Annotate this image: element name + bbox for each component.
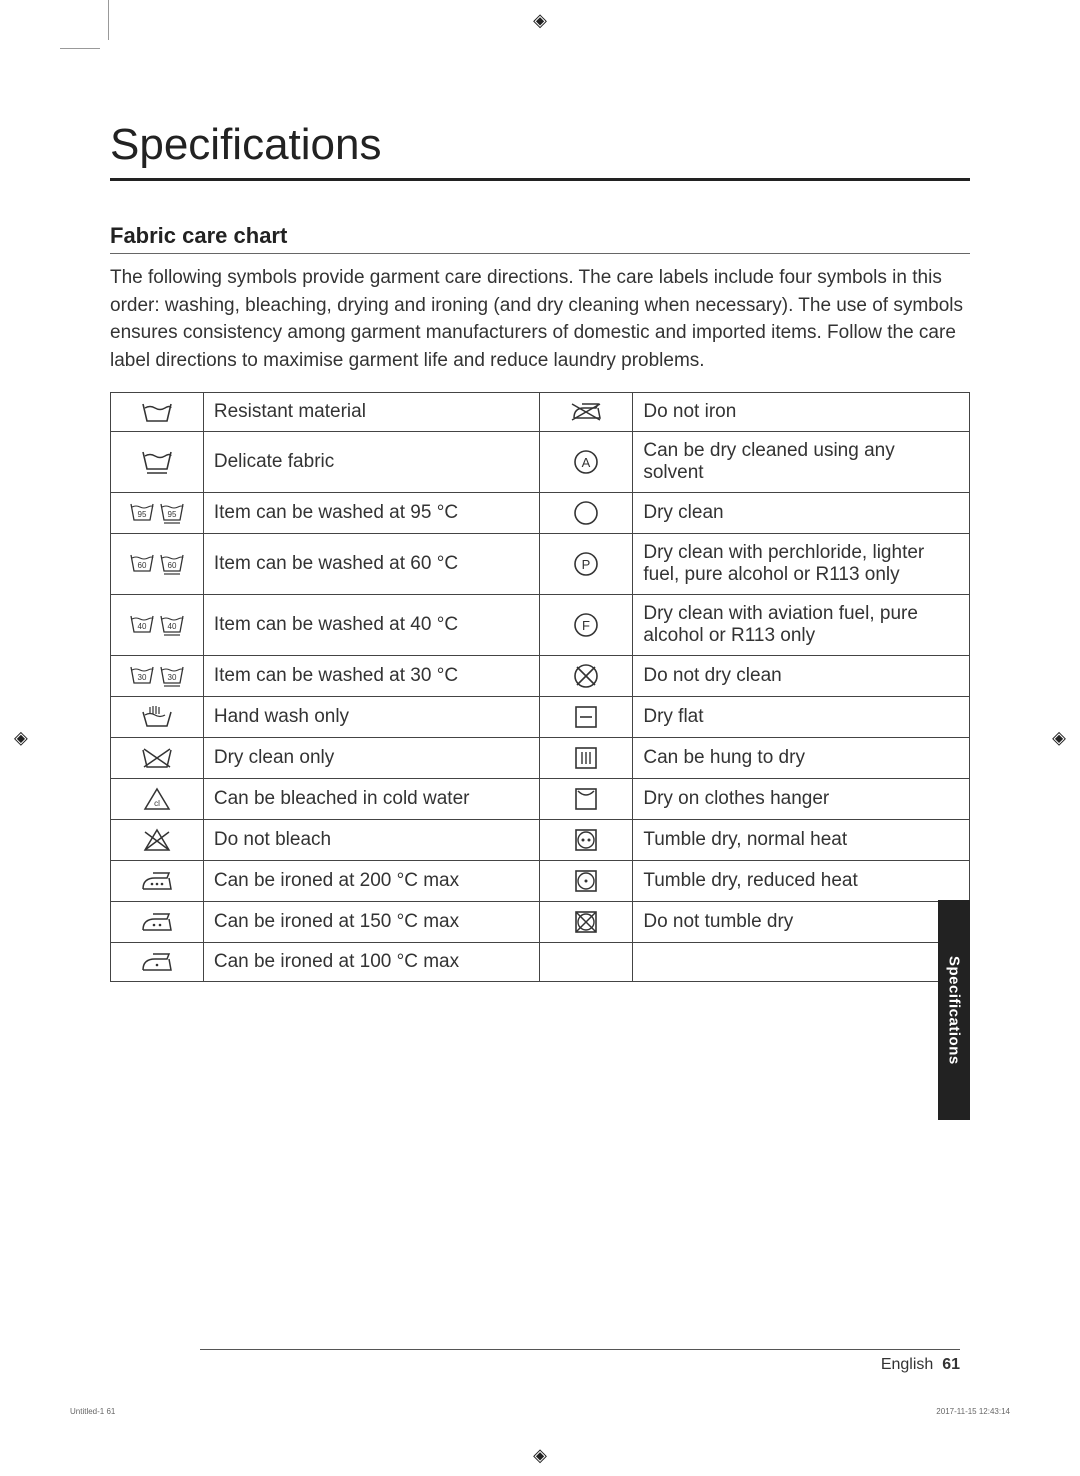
table-row: 30 30 Item can be washed at 30 °C Do not… (111, 656, 970, 697)
dryclean-any-solvent-icon: A (540, 432, 633, 493)
desc-cell: Can be ironed at 100 °C max (203, 943, 540, 982)
desc-cell: Can be ironed at 150 °C max (203, 902, 540, 943)
hand-wash-icon (111, 697, 204, 738)
desc-cell: Can be bleached in cold water (203, 779, 540, 820)
dryclean-p-icon: P (540, 534, 633, 595)
desc-cell: Item can be washed at 60 °C (203, 534, 540, 595)
do-not-iron-icon (540, 393, 633, 432)
fabric-care-table: Resistant material Do not iron Delicate … (110, 392, 970, 982)
desc-cell: Dry flat (633, 697, 970, 738)
desc-cell: Dry clean only (203, 738, 540, 779)
page-title: Specifications (110, 120, 970, 181)
table-row: Hand wash only Dry flat (111, 697, 970, 738)
table-row: Delicate fabric A Can be dry cleaned usi… (111, 432, 970, 493)
svg-text:95: 95 (167, 510, 176, 519)
desc-cell: Can be dry cleaned using any solvent (633, 432, 970, 493)
wash-40-icon: 40 40 (111, 595, 204, 656)
crop-mark-left-icon: ◈ (14, 728, 28, 749)
wash-30-icon: 30 30 (111, 656, 204, 697)
desc-cell: Dry clean with perchloride, lighter fuel… (633, 534, 970, 595)
svg-text:cl: cl (154, 799, 160, 808)
do-not-bleach-icon (111, 820, 204, 861)
svg-text:30: 30 (167, 673, 176, 682)
svg-text:F: F (582, 618, 590, 633)
desc-cell: Do not bleach (203, 820, 540, 861)
desc-cell (633, 943, 970, 982)
svg-text:95: 95 (137, 510, 146, 519)
intro-paragraph: The following symbols provide garment ca… (110, 264, 970, 374)
desc-cell: Do not iron (633, 393, 970, 432)
table-row: Dry clean only Can be hung to dry (111, 738, 970, 779)
svg-text:A: A (582, 455, 591, 470)
bleach-cold-icon: cl (111, 779, 204, 820)
desc-cell: Item can be washed at 30 °C (203, 656, 540, 697)
crop-mark-bottom-icon: ◈ (533, 1445, 547, 1466)
desc-cell: Tumble dry, normal heat (633, 820, 970, 861)
svg-text:60: 60 (167, 561, 176, 570)
page-footer: English 61 (200, 1349, 960, 1374)
desc-cell: Hand wash only (203, 697, 540, 738)
table-row: 60 60 Item can be washed at 60 °C P Dry … (111, 534, 970, 595)
do-not-tumble-dry-icon (540, 902, 633, 943)
wash-60-icon: 60 60 (111, 534, 204, 595)
svg-text:40: 40 (137, 622, 146, 631)
table-row: Resistant material Do not iron (111, 393, 970, 432)
table-row: Can be ironed at 150 °C max Do not tumbl… (111, 902, 970, 943)
table-row: Do not bleach Tumble dry, normal heat (111, 820, 970, 861)
desc-cell: Resistant material (203, 393, 540, 432)
svg-text:P: P (582, 557, 591, 572)
svg-text:40: 40 (167, 622, 176, 631)
desc-cell: Dry on clothes hanger (633, 779, 970, 820)
svg-text:60: 60 (137, 561, 146, 570)
crop-mark-top-icon: ◈ (533, 10, 547, 31)
dry-hanger-icon (540, 779, 633, 820)
desc-cell: Dry clean with aviation fuel, pure alcoh… (633, 595, 970, 656)
table-row: 95 95 Item can be washed at 95 °C Dry cl… (111, 493, 970, 534)
desc-cell: Do not dry clean (633, 656, 970, 697)
dry-clean-only-icon (111, 738, 204, 779)
table-row: cl Can be bleached in cold water Dry on … (111, 779, 970, 820)
empty-icon (540, 943, 633, 982)
side-tab: Specifications (938, 900, 970, 1120)
table-row: Can be ironed at 100 °C max (111, 943, 970, 982)
table-row: 40 40 Item can be washed at 40 °C F Dry … (111, 595, 970, 656)
print-meta-left: Untitled-1 61 (70, 1407, 115, 1416)
dryclean-icon (540, 493, 633, 534)
wash-95-icon: 95 95 (111, 493, 204, 534)
wash-delicate-icon (111, 432, 204, 493)
hang-to-dry-icon (540, 738, 633, 779)
do-not-dryclean-icon (540, 656, 633, 697)
wash-resistant-icon (111, 393, 204, 432)
desc-cell: Do not tumble dry (633, 902, 970, 943)
tumble-dry-reduced-icon (540, 861, 633, 902)
page-content: Specifications Fabric care chart The fol… (110, 120, 970, 1376)
desc-cell: Item can be washed at 95 °C (203, 493, 540, 534)
desc-cell: Can be ironed at 200 °C max (203, 861, 540, 902)
section-title: Fabric care chart (110, 223, 970, 254)
dry-flat-icon (540, 697, 633, 738)
crop-line (60, 48, 100, 49)
desc-cell: Item can be washed at 40 °C (203, 595, 540, 656)
dryclean-f-icon: F (540, 595, 633, 656)
desc-cell: Tumble dry, reduced heat (633, 861, 970, 902)
footer-page-number: 61 (942, 1356, 960, 1373)
footer-language: English (881, 1356, 933, 1373)
table-row: Can be ironed at 200 °C max Tumble dry, … (111, 861, 970, 902)
desc-cell: Can be hung to dry (633, 738, 970, 779)
tumble-dry-normal-icon (540, 820, 633, 861)
crop-mark-right-icon: ◈ (1052, 728, 1066, 749)
iron-100-icon (111, 943, 204, 982)
iron-150-icon (111, 902, 204, 943)
iron-200-icon (111, 861, 204, 902)
desc-cell: Dry clean (633, 493, 970, 534)
desc-cell: Delicate fabric (203, 432, 540, 493)
print-meta-right: 2017-11-15 12:43:14 (936, 1407, 1010, 1416)
crop-line (108, 0, 109, 40)
svg-text:30: 30 (137, 673, 146, 682)
